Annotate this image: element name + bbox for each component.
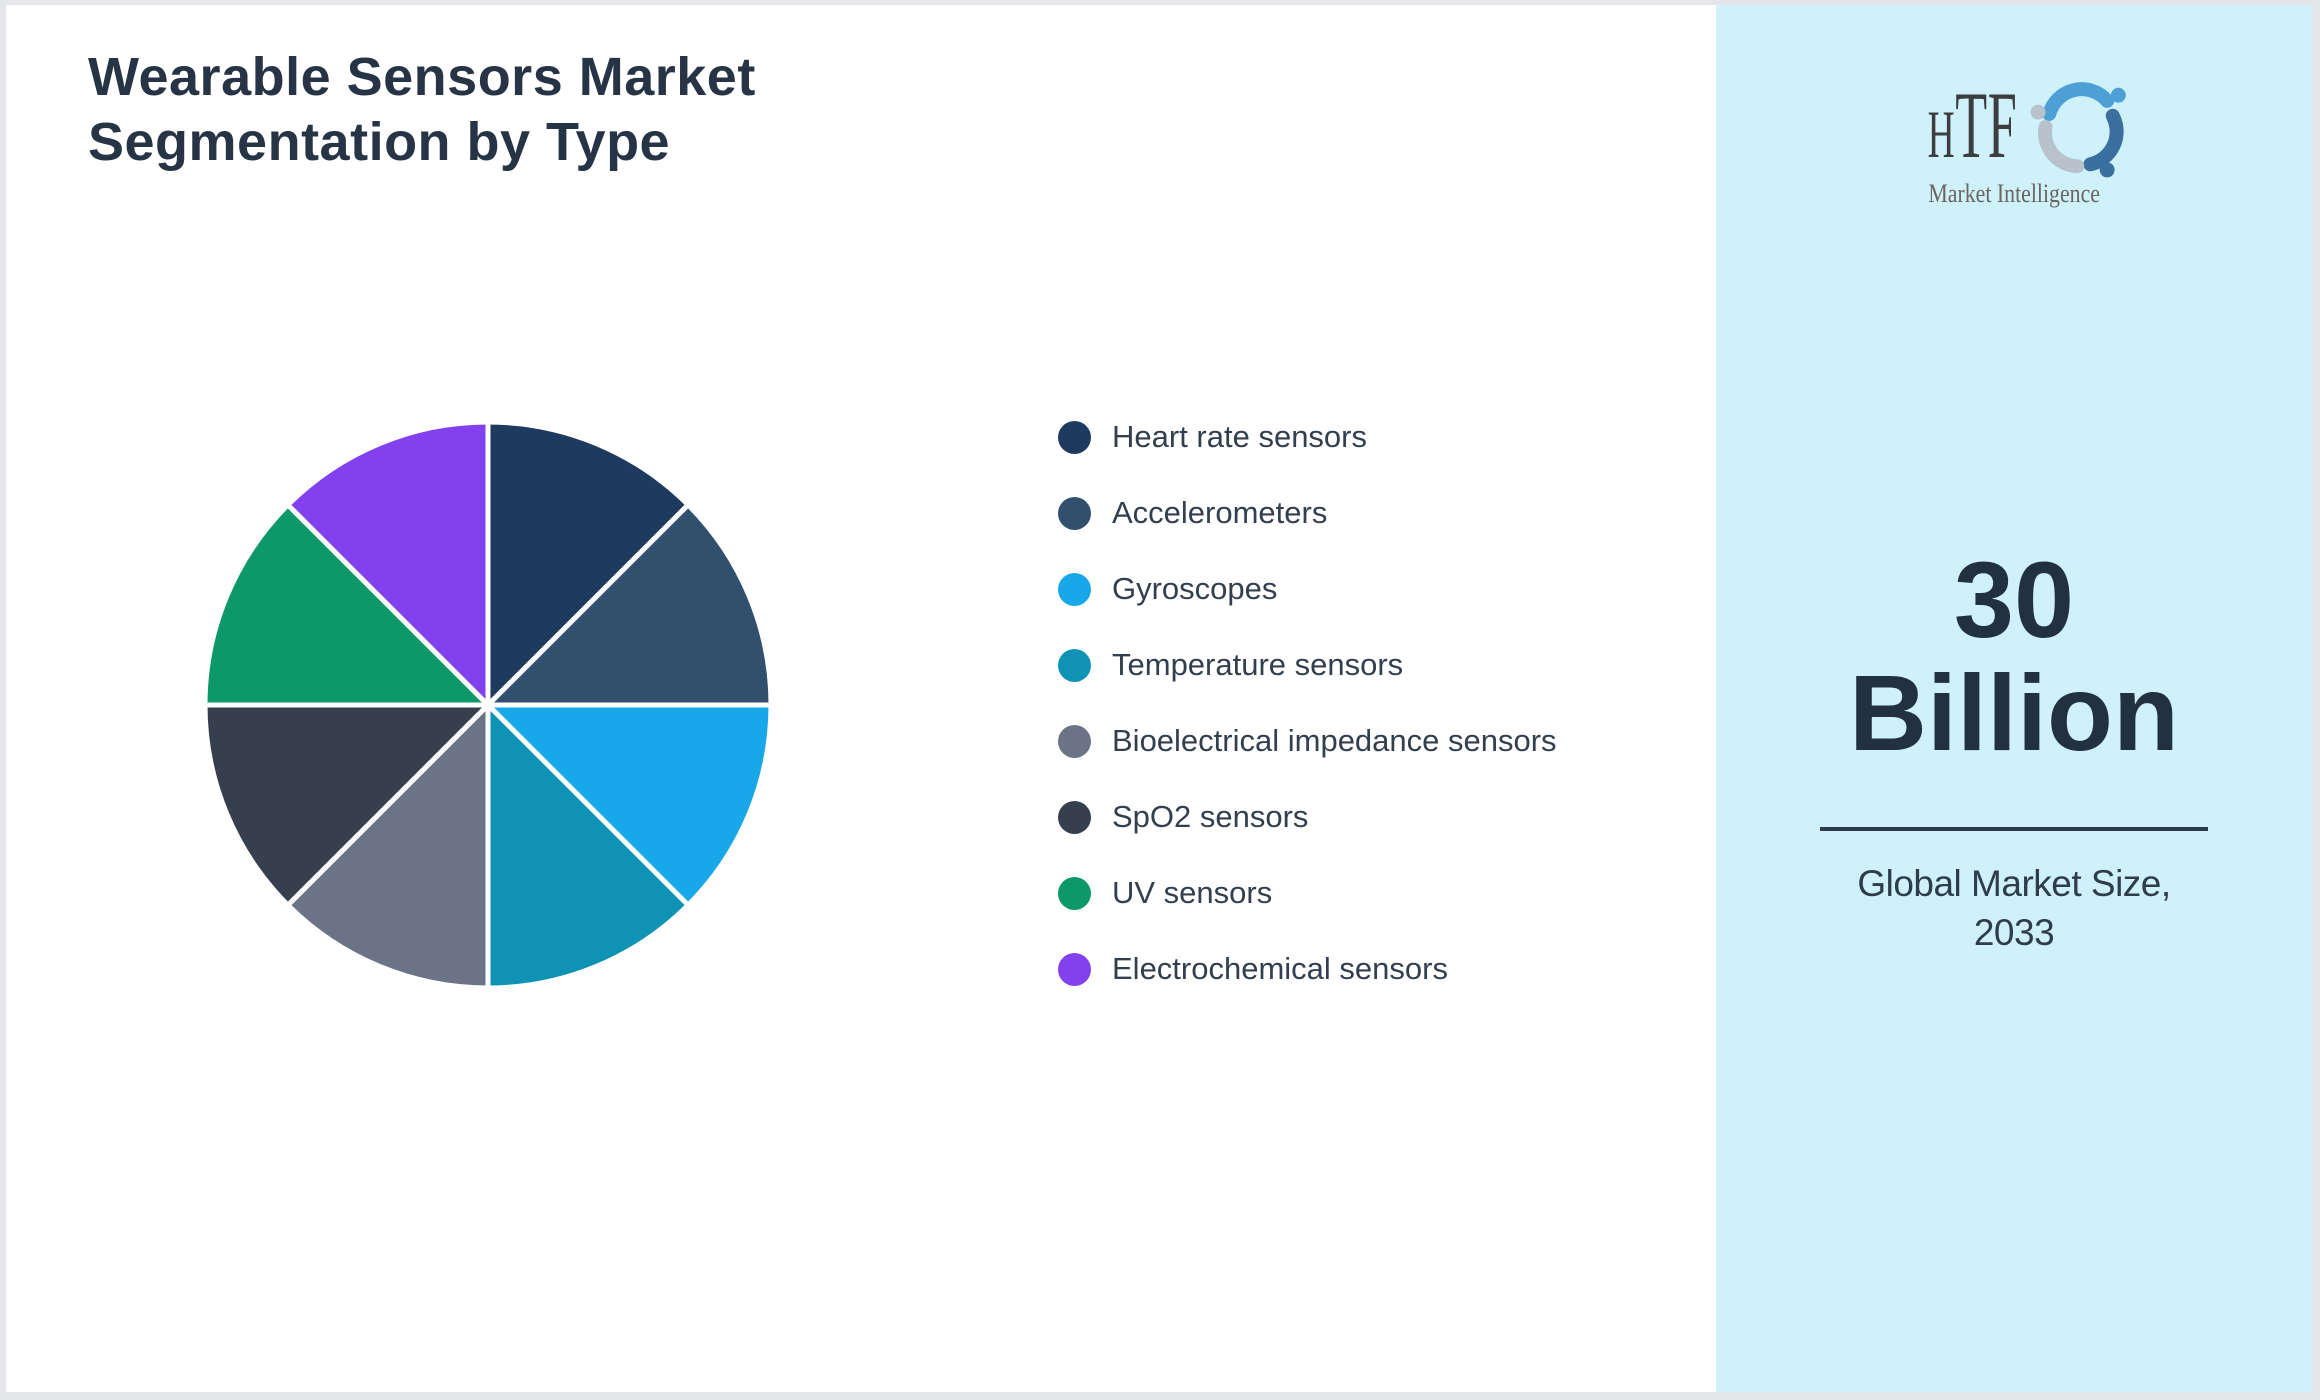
legend-swatch bbox=[1058, 572, 1091, 606]
pie-slice-3 bbox=[485, 702, 774, 908]
side-panel: HTF Market Intelligence 30 Billion Globa… bbox=[1716, 5, 2312, 1392]
card: Wearable Sensors Market Segmentation by … bbox=[6, 5, 2312, 1392]
pie-slice-2 bbox=[485, 502, 774, 708]
page-title-line1: Wearable Sensors Market bbox=[88, 47, 756, 107]
brand-logo-row: HTF bbox=[1891, 77, 2138, 183]
legend-item-label: UV sensors bbox=[1112, 875, 1273, 910]
legend-swatch bbox=[1058, 876, 1091, 910]
legend-swatch bbox=[1058, 648, 1091, 682]
legend-item: Bioelectrical impedance sensors bbox=[1058, 703, 1557, 779]
market-size-caption: Global Market Size, 2033 bbox=[1716, 859, 2312, 957]
legend-item: SpO2 sensors bbox=[1058, 779, 1557, 855]
legend-item-label: Gyroscopes bbox=[1112, 571, 1278, 606]
market-size-caption-line1: Global Market Size, bbox=[1857, 863, 2171, 904]
legend-item: Gyroscopes bbox=[1058, 551, 1557, 627]
page-title-line2: Segmentation by Type bbox=[88, 112, 671, 172]
legend-item: Electrochemical sensors bbox=[1058, 931, 1557, 1007]
logo-acronym: HTF bbox=[1927, 78, 2017, 182]
legend-item: Temperature sensors bbox=[1058, 627, 1557, 703]
pie-slice-5 bbox=[285, 702, 491, 991]
pie-chart-container bbox=[201, 418, 775, 992]
brand-logo: HTF Market Intelligence bbox=[1716, 77, 2312, 209]
legend-swatch bbox=[1058, 800, 1091, 834]
logo-acronym-h: H bbox=[1927, 96, 1955, 172]
legend-swatch bbox=[1058, 952, 1091, 986]
pie-chart bbox=[202, 419, 774, 991]
market-size-value: 30 Billion bbox=[1716, 543, 2312, 769]
pie-slice-7 bbox=[202, 502, 491, 708]
logo-swirl-icon bbox=[2031, 82, 2127, 178]
legend-item-label: SpO2 sensors bbox=[1112, 799, 1309, 834]
page-title: Wearable Sensors Market Segmentation by … bbox=[88, 45, 756, 175]
legend-swatch bbox=[1058, 420, 1091, 454]
pie-slice-1 bbox=[485, 419, 691, 708]
logo-tagline: Market Intelligence bbox=[1928, 179, 2100, 208]
market-size-value-line2: Billion bbox=[1849, 652, 2179, 773]
market-size-caption-line2: 2033 bbox=[1973, 912, 2055, 953]
legend: Heart rate sensors Accelerometers Gyroscop… bbox=[1058, 399, 1557, 1007]
legend-item-label: Accelerometers bbox=[1112, 495, 1328, 530]
legend-swatch bbox=[1058, 496, 1091, 530]
legend-item: Heart rate sensors bbox=[1058, 399, 1557, 475]
main-section: Wearable Sensors Market Segmentation by … bbox=[6, 5, 1716, 1392]
legend-item: UV sensors bbox=[1058, 855, 1557, 931]
legend-item-label: Temperature sensors bbox=[1112, 647, 1404, 682]
legend-item: Accelerometers bbox=[1058, 475, 1557, 551]
legend-item-label: Heart rate sensors bbox=[1112, 419, 1367, 454]
market-size-value-line1: 30 bbox=[1953, 539, 2075, 660]
pie-slice-4 bbox=[485, 702, 691, 991]
market-size-divider bbox=[1820, 827, 2208, 831]
pie-slice-8 bbox=[285, 419, 491, 708]
legend-item-label: Bioelectrical impedance sensors bbox=[1112, 723, 1557, 758]
logo-acronym-tf: TF bbox=[1954, 72, 2017, 178]
legend-swatch bbox=[1058, 724, 1091, 758]
legend-item-label: Electrochemical sensors bbox=[1112, 951, 1448, 986]
pie-slice-6 bbox=[202, 702, 491, 908]
